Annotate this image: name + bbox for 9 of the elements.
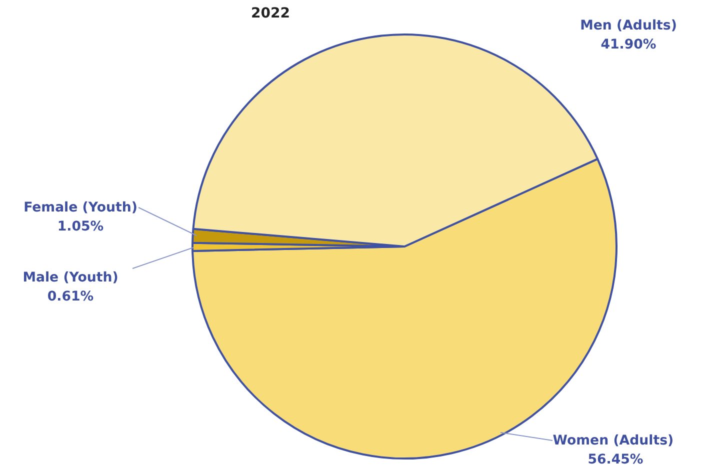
data-label: 41.90%: [600, 38, 656, 52]
data-label: 56.45%: [588, 452, 644, 468]
slice-label: Female (Youth): [24, 200, 138, 216]
slice-label: Male (Youth): [22, 270, 118, 286]
slice-label: Men (Adults): [580, 18, 677, 34]
data-label: 0.61%: [47, 290, 94, 304]
chart-title: 2022: [251, 6, 290, 22]
slice-label: Women (Adults): [552, 434, 674, 448]
data-label: 1.05%: [57, 220, 104, 234]
